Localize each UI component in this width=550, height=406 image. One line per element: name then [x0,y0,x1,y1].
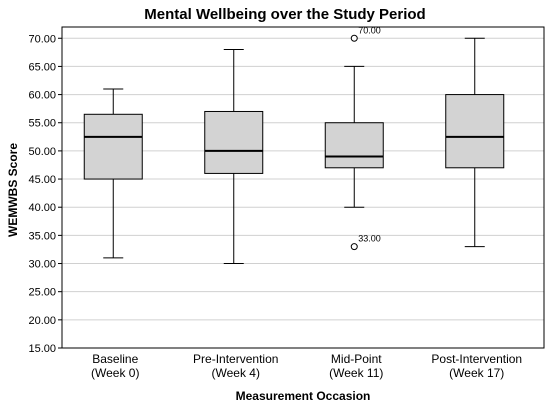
boxes: 70.00 33.00 [83,25,505,265]
chart-title: Mental Wellbeing over the Study Period [144,6,425,23]
category-label: Post-Intervention [431,352,522,366]
y-tick-label: 15.00 [28,343,56,355]
category-sublabel: (Week 4) [212,366,260,380]
x-category-labels: Baseline(Week 0) Pre-Intervention(Week 4)… [91,352,522,380]
box-group: 70.00 33.00 [324,25,384,251]
y-axis-title: WEMWBS Score [6,143,20,237]
category-label: Pre-Intervention [193,352,278,366]
y-tick-label: 65.00 [28,61,56,73]
category-label: Baseline [92,352,138,366]
y-tick-labels: 15.00 20.00 25.00 30.00 35.00 40.00 45.00 50.00… [28,33,56,355]
y-tick-label: 50.00 [28,146,56,158]
iqr-box [204,110,264,174]
y-tick-label: 25.00 [28,287,56,299]
iqr-box [324,122,384,169]
box-group [204,49,264,265]
category-sublabel: (Week 0) [91,366,139,380]
y-tick-label: 40.00 [28,202,56,214]
y-tick-label: 20.00 [28,315,56,327]
outlier-point [350,243,358,251]
iqr-box [445,94,505,169]
plot-frame [61,26,545,349]
outlier-label: 33.00 [358,234,381,244]
outlier-label: 70.00 [358,25,381,35]
category-sublabel: (Week 17) [449,366,504,380]
outlier-point [350,34,358,42]
y-tick-label: 70.00 [28,33,56,45]
y-tick-label: 45.00 [28,174,56,186]
iqr-box [83,113,143,180]
y-tick-label: 30.00 [28,259,56,271]
box-group [445,37,505,248]
category-label: Mid-Point [331,352,382,366]
category-sublabel: (Week 11) [329,366,383,380]
y-tick-label: 55.00 [28,118,56,130]
y-tick-label: 35.00 [28,230,56,242]
box-group [83,88,143,259]
gridlines [58,37,544,349]
y-tick-label: 60.00 [28,90,56,102]
x-axis-title: Measurement Occasion [236,389,371,403]
